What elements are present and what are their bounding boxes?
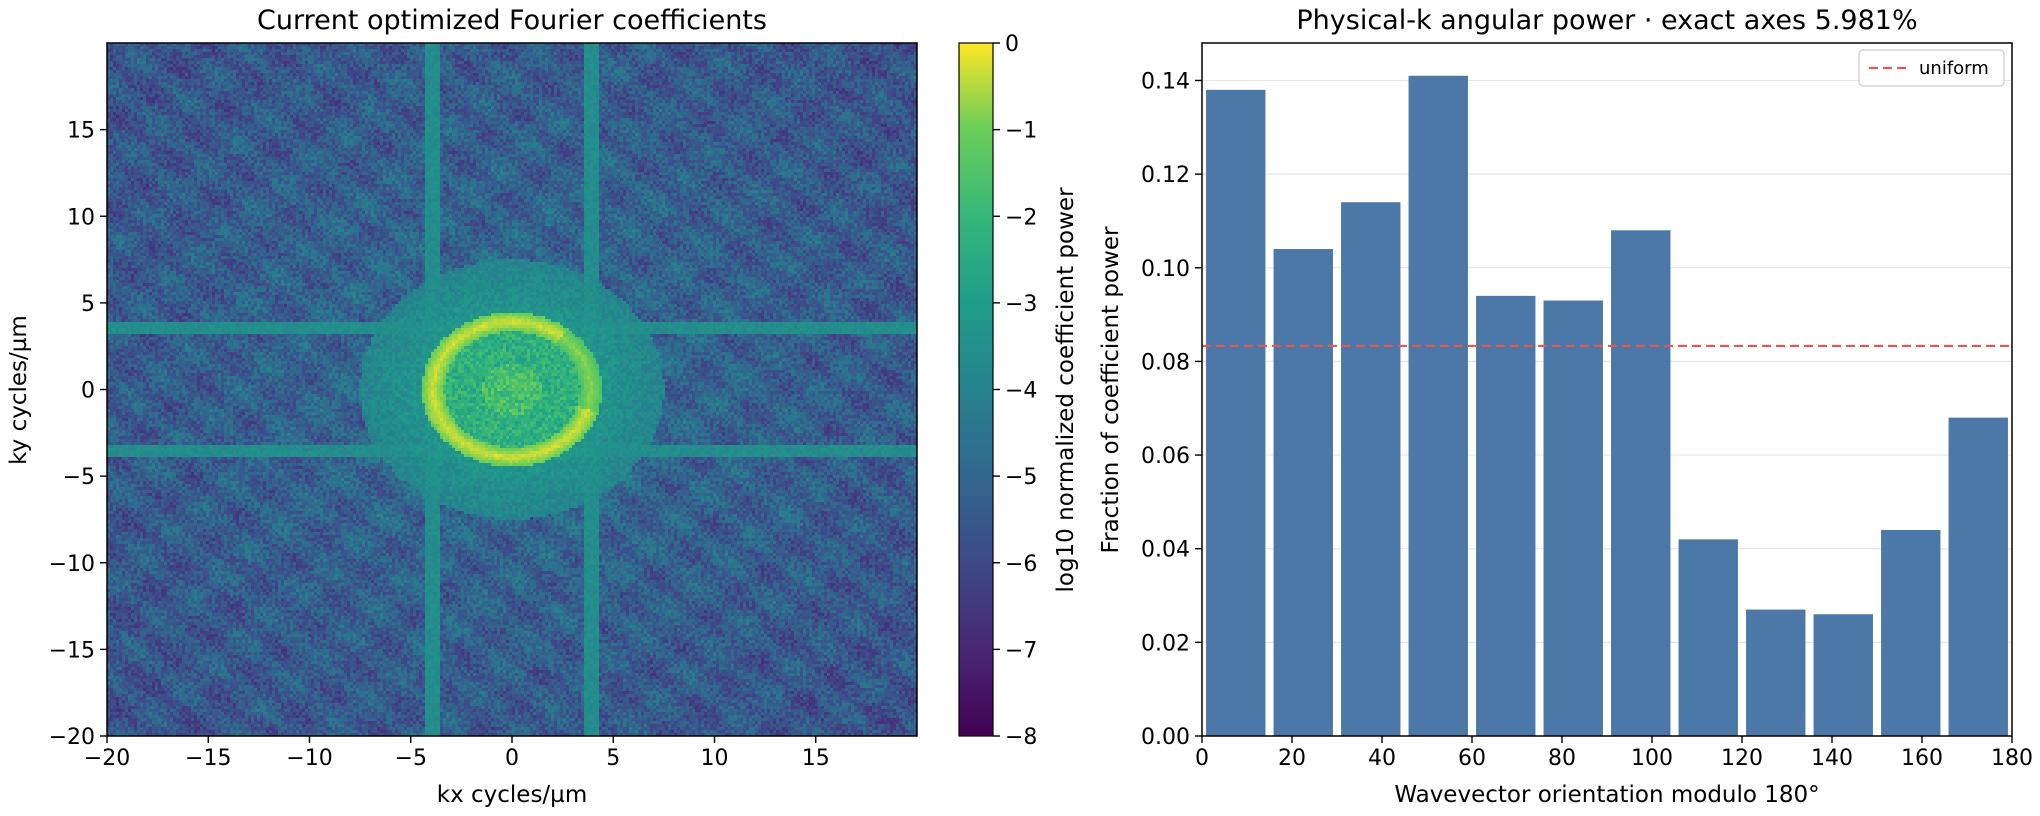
bar: [1206, 89, 1266, 736]
heatmap-image: [107, 43, 917, 736]
heatmap-x-ticks: −20 −15 −10 −5 0 5 10 15: [84, 736, 830, 771]
heatmap-x-tick-label: 5: [606, 746, 620, 771]
bar: [1881, 529, 1941, 736]
bar-x-tick-label: 180: [1991, 746, 2033, 771]
colorbar-tick-label: −5: [1005, 465, 1037, 490]
colorbar-tick-label: −6: [1005, 552, 1037, 577]
bar: [1678, 539, 1738, 736]
bar: [1543, 300, 1603, 736]
bar: [1476, 295, 1536, 736]
bar-gridlines: [1202, 79, 2012, 643]
colorbar-tick-label: −2: [1005, 205, 1037, 230]
bar: [1611, 230, 1671, 736]
bar-title: Physical-k angular power · exact axes 5.…: [1296, 5, 1917, 36]
bar-x-tick-label: 0: [1195, 746, 1209, 771]
bar-y-tick-label: 0.04: [1141, 538, 1190, 563]
bar-panel: Physical-k angular power · exact axes 5.…: [1098, 5, 2033, 808]
legend-box: [1858, 49, 2005, 87]
legend-label: uniform: [1919, 58, 1989, 79]
colorbar-tick-label: −3: [1005, 292, 1037, 317]
heatmap-y-label: ky cycles/µm: [6, 315, 32, 465]
bar-x-tick-label: 60: [1458, 746, 1486, 771]
bar-x-ticks: 0 20 40 60 80 100 120 140 160 180: [1195, 736, 2033, 771]
bar-y-tick-label: 0.12: [1141, 163, 1190, 188]
legend: uniform: [1858, 49, 2005, 87]
heatmap-y-tick-label: 10: [67, 205, 95, 230]
bar-frame: [1201, 42, 2013, 737]
heatmap-x-tick-label: −10: [286, 746, 332, 771]
bar-y-tick-label: 0.00: [1141, 725, 1190, 750]
bar-x-tick-label: 140: [1811, 746, 1853, 771]
bar-y-tick-label: 0.08: [1141, 350, 1190, 375]
bar: [1813, 614, 1873, 736]
heatmap-panel: Current optimized Fourier coefficients −…: [6, 5, 918, 808]
heatmap-title: Current optimized Fourier coefficients: [257, 5, 767, 36]
bar-x-tick-label: 100: [1631, 746, 1673, 771]
heatmap-x-tick-label: −5: [395, 746, 427, 771]
colorbar-tick-label: −1: [1005, 119, 1037, 144]
colorbar-gradient: [958, 42, 994, 737]
bar-y-label: Fraction of coefficient power: [1098, 226, 1124, 553]
heatmap-y-tick-label: −10: [49, 552, 95, 577]
bar-y-tick-label: 0.10: [1141, 257, 1190, 282]
bar: [1948, 417, 2008, 736]
bar: [1341, 202, 1401, 736]
heatmap-y-tick-label: −20: [49, 725, 95, 750]
heatmap-x-tick-label: 10: [701, 746, 729, 771]
colorbar: 0 −1 −2 −3 −4 −5 −6 −7 −8 log10 normalized coeff…: [958, 32, 1079, 750]
heatmap-x-tick-label: 0: [505, 746, 519, 771]
heatmap-y-tick-label: −5: [63, 465, 95, 490]
bar-series: [1206, 75, 2008, 736]
heatmap-y-tick-label: 5: [81, 292, 95, 317]
bar-x-tick-label: 80: [1548, 746, 1576, 771]
bar-x-tick-label: 160: [1901, 746, 1943, 771]
bar-y-ticks: 0.00 0.02 0.04 0.06 0.08 0.10 0.12 0.14: [1141, 69, 1202, 750]
bar: [1746, 609, 1806, 736]
heatmap-y-tick-label: 15: [67, 119, 95, 144]
bar-x-tick-label: 20: [1278, 746, 1306, 771]
bar-x-label: Wavevector orientation modulo 180°: [1394, 782, 1819, 808]
colorbar-ticks: 0 −1 −2 −3 −4 −5 −6 −7 −8: [993, 32, 1037, 750]
heatmap-x-tick-label: −20: [84, 746, 130, 771]
heatmap-x-tick-label: −15: [185, 746, 231, 771]
bar-y-tick-label: 0.06: [1141, 444, 1190, 469]
bar-x-tick-label: 40: [1368, 746, 1396, 771]
colorbar-tick-label: 0: [1005, 32, 1019, 57]
heatmap-y-tick-label: 0: [81, 379, 95, 404]
heatmap-y-ticks: −20 −15 −10 −5 0 5 10 15: [49, 119, 107, 750]
bar: [1408, 75, 1468, 736]
bar: [1273, 249, 1333, 736]
heatmap-x-tick-label: 15: [802, 746, 830, 771]
bar-y-tick-label: 0.14: [1141, 69, 1190, 94]
heatmap-x-label: kx cycles/µm: [437, 782, 587, 808]
bar-x-tick-label: 120: [1721, 746, 1763, 771]
colorbar-label: log10 normalized coefficient power: [1053, 187, 1079, 593]
heatmap-y-tick-label: −15: [49, 638, 95, 663]
colorbar-tick-label: −4: [1005, 379, 1037, 404]
colorbar-tick-label: −8: [1005, 725, 1037, 750]
bar-y-tick-label: 0.02: [1141, 631, 1190, 656]
colorbar-tick-label: −7: [1005, 638, 1037, 663]
